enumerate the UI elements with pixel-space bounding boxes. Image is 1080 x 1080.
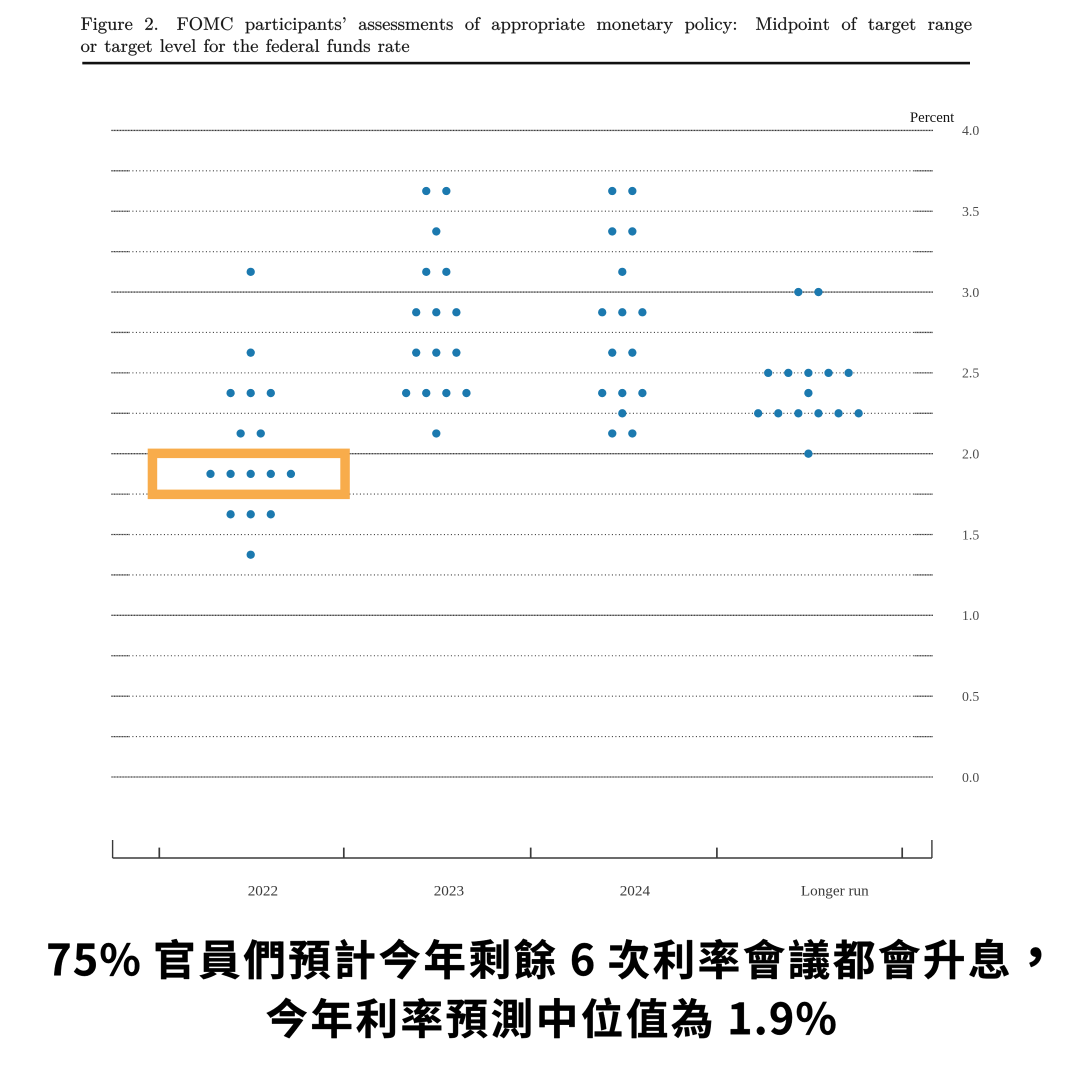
svg-text:2024: 2024 (620, 883, 651, 900)
svg-text:Percent: Percent (910, 110, 955, 126)
svg-text:2023: 2023 (434, 883, 464, 900)
svg-text:1.0: 1.0 (962, 608, 979, 623)
svg-text:2.0: 2.0 (962, 447, 979, 462)
svg-text:3.5: 3.5 (962, 204, 979, 219)
svg-text:1.5: 1.5 (962, 527, 979, 542)
svg-text:2.5: 2.5 (962, 366, 979, 381)
svg-text:3.0: 3.0 (962, 285, 979, 300)
svg-text:4.0: 4.0 (962, 123, 979, 138)
svg-text:2022: 2022 (248, 883, 278, 900)
svg-text:0.0: 0.0 (962, 770, 979, 785)
svg-text:0.5: 0.5 (962, 689, 979, 704)
svg-text:Longer run: Longer run (801, 883, 869, 900)
